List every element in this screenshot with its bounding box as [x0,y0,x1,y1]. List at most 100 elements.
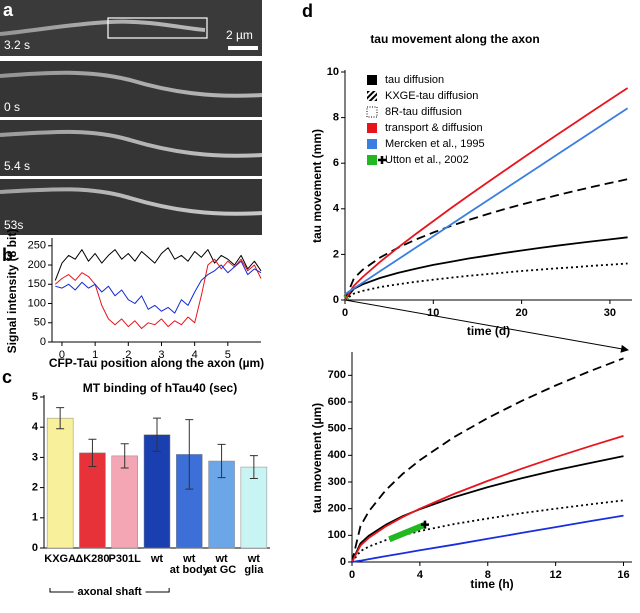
x-tick-label: 8 [485,569,491,581]
panel-label: b [2,245,13,265]
y-axis-label: tau movement (µm) [310,403,324,513]
y-tick-label: 200 [28,259,46,271]
chart-title: MT binding of hTau40 (sec) [83,381,237,395]
micrograph [0,179,262,235]
legend-label: 8R-tau diffusion [385,106,462,118]
y-tick-label: 8 [333,112,339,124]
zoom-arrow [344,299,629,353]
legend-swatch [367,91,377,101]
panel-label: c [2,367,12,387]
series-line [351,435,624,563]
y-tick-label: 5 [32,391,38,403]
error-bar [153,417,161,452]
y-tick-label: 2 [333,248,339,260]
chart-title: tau movement along the axon [370,32,539,46]
y-tick-label: 0 [32,542,38,554]
x-tick-label-box: wt at GC [206,554,237,576]
series-line [54,258,262,329]
x-tick-label: 0 [59,349,65,361]
series-line [343,295,350,300]
x-tick-label: 16 [617,569,629,581]
series-line [388,521,427,543]
bar [79,452,106,549]
x-tick-label: 1 [92,349,98,361]
y-tick-label: 150 [28,278,46,290]
x-axis-label: time (h) [470,577,513,591]
y-tick-label: 700 [328,369,346,381]
y-tick-label: 3 [32,451,38,463]
x-tick-label-box: KXGA [44,554,77,565]
series-line [351,357,624,563]
panel-label: d [302,1,313,21]
x-tick-label: wt at GC [206,554,237,576]
y-tick-label: 500 [328,423,346,435]
y-axis-label: tau movement (mm) [310,129,324,243]
x-tick-label: 20 [515,307,527,319]
x-tick-label: 12 [550,569,562,581]
micrographs: 3.2 s 0 s 5.4 s 53s 2 µm a [0,0,263,235]
y-tick-label: 0 [333,294,339,306]
series-line [54,247,262,281]
series-line [344,236,628,301]
time-label: 5.4 s [4,159,30,173]
legend-label: Utton et al., 2002 [385,154,469,166]
x-tick-label: wt [150,554,164,565]
micrograph [0,120,262,176]
error-bar [217,443,226,479]
y-tick-label: 6 [333,157,339,169]
x-tick-label: 3 [158,349,164,361]
series-line [344,178,628,301]
time-label: 0 s [4,100,20,114]
legend-swatch [367,155,377,165]
x-tick-label: wt at body [169,554,209,576]
scale-bar-label: 2 µm [226,28,253,42]
y-tick-label: 1 [32,512,38,524]
axon [0,19,206,36]
x-tick-label: 30 [604,307,616,319]
y-tick-label: 250 [28,240,46,252]
series-line [344,262,628,301]
scale-bar [228,46,258,50]
y-tick-label: 100 [328,529,346,541]
y-tick-label: 100 [28,297,46,309]
y-tick-label: 0 [40,336,46,348]
x-tick-label-box: wt glia [244,554,264,576]
time-label: 3.2 s [4,38,30,52]
error-bar [56,407,65,430]
legend-label: KXGE-tau diffusion [385,90,478,102]
y-tick-label: 400 [328,449,346,461]
error-bar [185,419,194,490]
error-bar [249,455,258,480]
micrograph [0,61,262,117]
x-tick-label: 4 [417,569,424,581]
x-tick-label-box: wt at body [169,554,209,576]
y-axis-label: Signal intensity (8 bit) [5,229,19,354]
time-label: 53s [4,218,23,232]
x-tick-label: P301L [108,554,141,565]
y-tick-label: 4 [32,421,39,433]
legend-label: tau diffusion [385,74,444,86]
legend-swatch [367,139,377,149]
bar [143,434,171,549]
group-bracket [49,588,170,593]
error-bar [88,438,97,467]
axon [0,129,263,158]
x-tick-label: 4 [192,349,198,361]
x-tick-label: ΔK280 [75,554,110,565]
legend-swatch [367,123,377,133]
series-line [55,260,262,314]
series-line [351,499,624,563]
x-tick-label: wt glia [244,554,264,576]
bar [240,466,268,549]
x-tick-label: KXGA [44,554,77,565]
x-tick-label-box: ΔK280 [75,554,110,565]
panel-label: a [3,0,14,20]
y-tick-label: 2 [32,482,38,494]
bar [111,455,138,549]
y-tick-label: 4 [333,203,340,215]
axon [0,70,263,98]
y-tick-label: 600 [328,396,346,408]
legend-swatch [366,106,378,118]
